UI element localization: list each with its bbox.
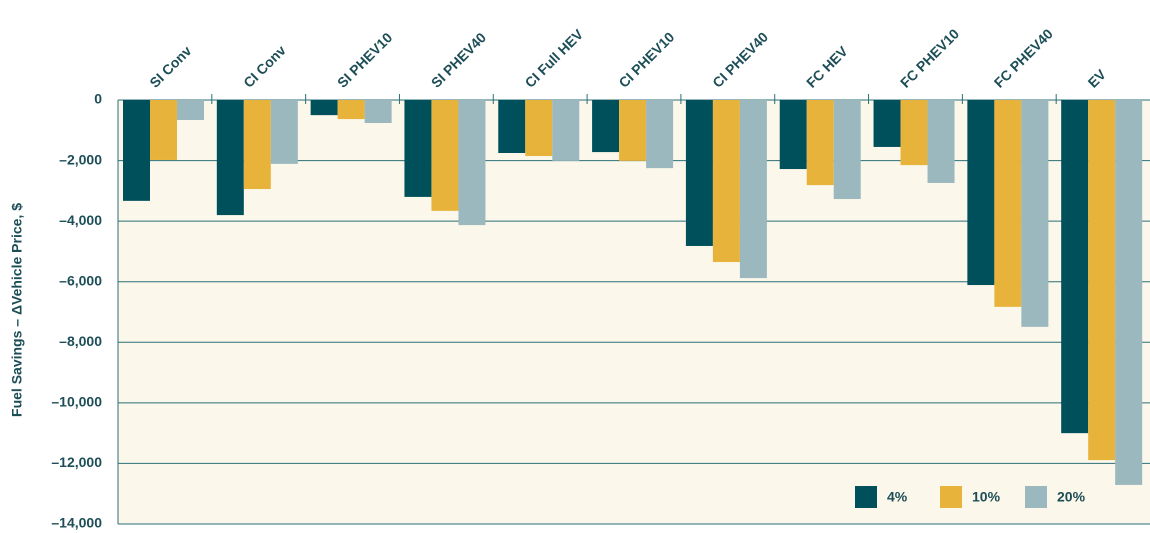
x-tick-label: CI PHEV10 (615, 29, 677, 91)
y-tick-label: –14,000 (51, 515, 102, 531)
bar (833, 100, 861, 200)
bar (1115, 100, 1143, 485)
bar (498, 100, 526, 153)
bar (739, 100, 767, 279)
legend-swatch (1025, 486, 1047, 508)
legend-label: 20% (1057, 489, 1086, 505)
x-tick-label: CI Conv (240, 42, 289, 91)
bar (592, 100, 620, 153)
x-tick-label: FC PHEV40 (991, 25, 1056, 90)
bar (431, 100, 459, 211)
x-tick-label: FC HEV (803, 43, 851, 91)
bar (243, 100, 271, 190)
bar (646, 100, 674, 169)
bar (806, 100, 834, 186)
y-tick-label: –4,000 (59, 212, 102, 228)
bar (1061, 100, 1089, 434)
bar (525, 100, 553, 157)
bar (552, 100, 580, 161)
y-axis-label: Fuel Savings – ΔVehicle Price, $ (9, 203, 25, 417)
bar (177, 100, 204, 120)
bar (1088, 100, 1116, 461)
y-tick-label: –10,000 (51, 394, 102, 410)
bar (873, 100, 901, 147)
x-tick-label: SI PHEV10 (334, 29, 396, 91)
bar (364, 100, 392, 124)
x-tick-label: CI Full HEV (522, 26, 587, 91)
bar (619, 100, 647, 161)
bar (712, 100, 740, 263)
bar (270, 100, 298, 164)
bar (685, 100, 713, 246)
bar (994, 100, 1022, 307)
y-tick-label: –12,000 (51, 454, 102, 470)
bar (216, 100, 244, 216)
legend-label: 4% (887, 489, 908, 505)
bar (337, 100, 365, 120)
legend-swatch (855, 486, 877, 508)
bar (310, 100, 338, 116)
bar (927, 100, 955, 183)
x-tick-label: SI Conv (146, 42, 194, 90)
x-tick-label: EV (1085, 66, 1110, 91)
bar (458, 100, 486, 226)
legend-swatch (940, 486, 962, 508)
x-tick-label: CI PHEV40 (709, 29, 771, 91)
x-tick-label: FC PHEV10 (897, 25, 962, 90)
bar (900, 100, 928, 166)
y-tick-label: –2,000 (59, 151, 102, 167)
legend-label: 10% (972, 489, 1001, 505)
y-tick-label: 0 (94, 91, 102, 107)
bar (404, 100, 432, 197)
y-tick-label: –6,000 (59, 272, 102, 288)
y-tick-label: –8,000 (59, 333, 102, 349)
x-tick-label: SI PHEV40 (428, 29, 490, 91)
bar (779, 100, 807, 170)
bar (1021, 100, 1049, 327)
bar (123, 100, 150, 201)
bar (150, 100, 177, 160)
bar (967, 100, 995, 286)
